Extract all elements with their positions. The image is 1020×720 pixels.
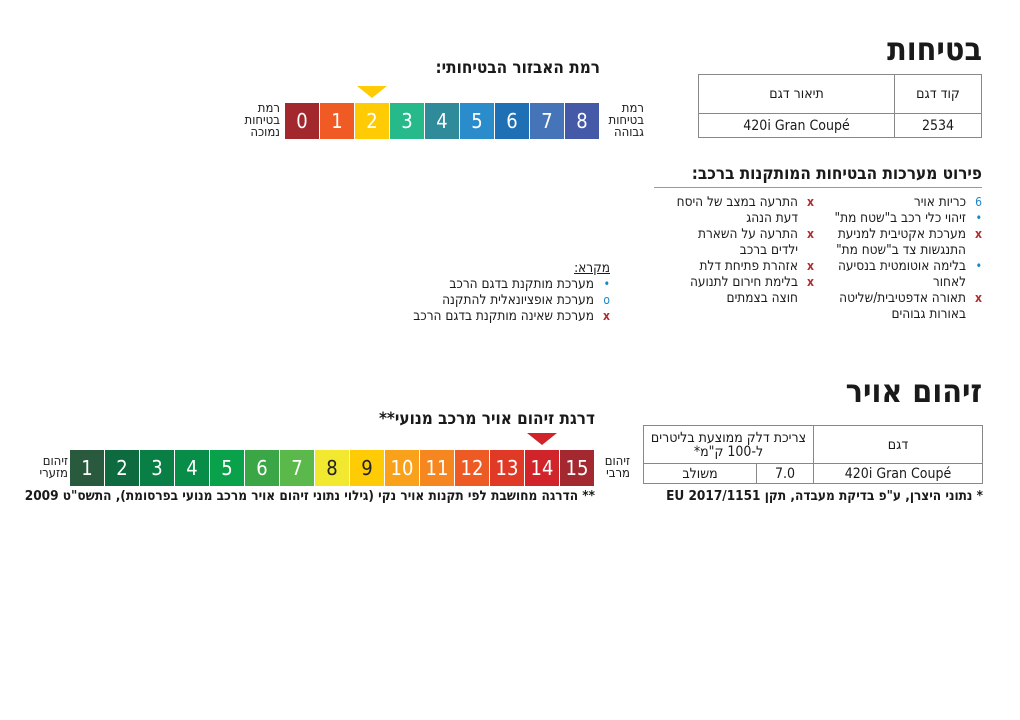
legend: מקרא: • מערכת מותקנת בדגם הרכב o מערכת אופצ… — [410, 260, 610, 324]
legend-title: מקרא: — [574, 260, 610, 276]
list-item: x התרעה על השארת ילדים ברכב — [669, 226, 814, 258]
pollution-max-label: זיהום מרבי — [604, 454, 630, 481]
scale-cell-15: 15 — [560, 450, 595, 486]
item-text: מערכת אופציונאלית להתקנה — [442, 292, 594, 308]
bullet-icon: • — [603, 277, 610, 291]
scale-cell-10: 10 — [385, 450, 420, 486]
header-fuel: צריכת דלק ממוצעת בליטרים ל-100 ק"מ* — [643, 425, 814, 464]
safety-high-label: רמת בטיחות גבוהה — [608, 101, 644, 140]
scale-cell-0: 0 — [285, 103, 320, 139]
scale-cell-2: 2 — [355, 103, 390, 139]
bullet-icon: • — [975, 259, 982, 273]
fuel-footnote: * נתוני היצרן, ע"פ בדיקת מעבדה, תקן EU 2… — [666, 488, 983, 504]
item-text: אזהרת פתיחת דלת — [699, 258, 798, 274]
scale-cell-13: 13 — [490, 450, 525, 486]
cross-icon: x — [975, 291, 982, 305]
model-code: 2534 — [894, 113, 982, 138]
item-text: מערכת מותקנת בדגם הרכב — [449, 276, 594, 292]
fuel-value: 7.0 — [756, 463, 814, 484]
systems-column-2: x התרעה במצב של היסח דעת הנהג x התרעה על הש… — [669, 194, 814, 306]
pollution-title: זיהום אויר — [845, 372, 982, 410]
scale-cell-6: 6 — [495, 103, 530, 139]
list-item: x התרעה במצב של היסח דעת הנהג — [669, 194, 814, 226]
list-item: x מערכת שאינה מותקנת בדגם הרכב — [410, 308, 610, 324]
safety-low-label: רמת בטיחות נמוכה — [244, 101, 280, 140]
pollution-min-label: זיהום מזערי — [39, 454, 68, 481]
list-item: x מערכת אקטיבית למניעת התנגשות צד ב"שטח מ… — [832, 226, 982, 258]
safety-model-table: קוד דגם תיאור דגם 2534 420i Gran Coupé — [698, 74, 982, 138]
divider — [654, 187, 982, 188]
pollution-footnote: ** הדרגה מחושבת לפי תקנות אויר נקי (גילו… — [24, 488, 595, 504]
list-item: • זיהוי כלי רכב ב"שטח מת" — [832, 210, 982, 226]
cross-icon: x — [603, 309, 610, 323]
safety-title: בטיחות — [887, 30, 982, 68]
scale-cell-3: 3 — [390, 103, 425, 139]
list-item: • מערכת מותקנת בדגם הרכב — [410, 276, 610, 292]
pollution-scale: 1 2 3 4 5 6 7 8 9 10 11 12 13 14 15 — [70, 450, 595, 486]
scale-cell-7: 7 — [280, 450, 315, 486]
model: 420i Gran Coupé — [813, 463, 983, 484]
scale-cell-14: 14 — [525, 450, 560, 486]
count: 6 — [975, 195, 982, 209]
scale-cell-2: 2 — [105, 450, 140, 486]
item-text: התרעה במצב של היסח דעת הנהג — [676, 194, 798, 226]
cross-icon: x — [975, 227, 982, 241]
pollution-level-marker — [527, 433, 557, 445]
cross-icon: x — [807, 259, 814, 273]
fuel-type: משולב — [643, 463, 757, 484]
header-model: דגם — [813, 425, 983, 464]
model-desc: 420i Gran Coupé — [698, 113, 895, 138]
item-text: בלימת חירום לתנועה חוצה בצמתים — [689, 274, 798, 306]
cross-icon: x — [807, 195, 814, 209]
scale-cell-1: 1 — [70, 450, 105, 486]
list-item: o מערכת אופציונאלית להתקנה — [410, 292, 610, 308]
scale-cell-4: 4 — [175, 450, 210, 486]
scale-cell-9: 9 — [350, 450, 385, 486]
scale-cell-3: 3 — [140, 450, 175, 486]
scale-cell-4: 4 — [425, 103, 460, 139]
list-item: x תאורה אדפטיבית/שליטה באורות גבוהים — [832, 290, 982, 322]
item-text: תאורה אדפטיבית/שליטה באורות גבוהים — [839, 290, 966, 322]
fuel-table: דגם צריכת דלק ממוצעת בליטרים ל-100 ק"מ* 4… — [643, 425, 983, 484]
header-model-code: קוד דגם — [894, 74, 982, 114]
bullet-icon: • — [975, 211, 982, 225]
scale-cell-5: 5 — [210, 450, 245, 486]
pollution-scale-title: דרגת זיהום אויר מרכב מנועי** — [378, 409, 595, 429]
item-text: בלימה אוטומטית בנסיעה לאחור — [838, 258, 966, 290]
list-item: x בלימת חירום לתנועה חוצה בצמתים — [669, 274, 814, 306]
scale-cell-8: 8 — [315, 450, 350, 486]
cross-icon: x — [807, 227, 814, 241]
scale-cell-8: 8 — [565, 103, 600, 139]
item-text: כריות אויר — [913, 194, 966, 210]
scale-cell-11: 11 — [420, 450, 455, 486]
scale-cell-5: 5 — [460, 103, 495, 139]
item-text: התרעה על השארת ילדים ברכב — [697, 226, 798, 258]
safety-level-title: רמת האבזור הבטיחותי: — [435, 58, 600, 78]
safety-level-marker — [357, 86, 387, 98]
safety-systems-title: פירוט מערכות הבטיחות המותקנות ברכב: — [691, 164, 982, 184]
list-item: • בלימה אוטומטית בנסיעה לאחור — [832, 258, 982, 290]
item-text: מערכת שאינה מותקנת בדגם הרכב — [413, 308, 594, 324]
list-item: x אזהרת פתיחת דלת — [669, 258, 814, 274]
systems-column-1: 6 כריות אויר • זיהוי כלי רכב ב"שטח מת" x מערכ… — [832, 194, 982, 322]
cross-icon: x — [807, 275, 814, 289]
scale-cell-7: 7 — [530, 103, 565, 139]
circle-icon: o — [603, 293, 610, 307]
scale-cell-6: 6 — [245, 450, 280, 486]
list-item: 6 כריות אויר — [832, 194, 982, 210]
item-text: מערכת אקטיבית למניעת התנגשות צד ב"שטח מת… — [836, 226, 966, 258]
scale-cell-12: 12 — [455, 450, 490, 486]
item-text: זיהוי כלי רכב ב"שטח מת" — [834, 210, 966, 226]
scale-cell-1: 1 — [320, 103, 355, 139]
header-model-desc: תיאור דגם — [698, 74, 895, 114]
